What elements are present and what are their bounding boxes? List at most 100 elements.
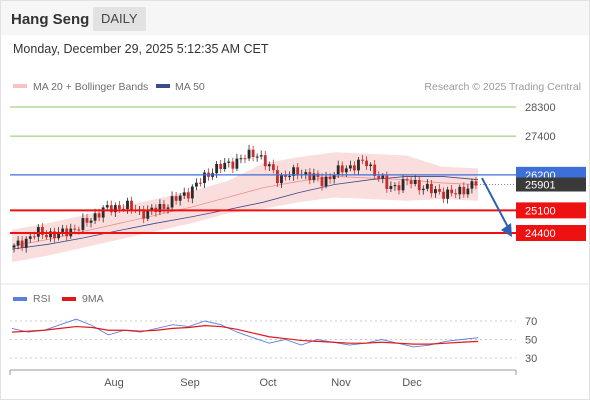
- candle: [186, 187, 190, 203]
- candle: [438, 184, 441, 195]
- candle-body: [194, 182, 198, 187]
- candle: [49, 228, 52, 242]
- last-price-tag: [516, 177, 586, 192]
- candle-body: [425, 183, 429, 189]
- candle: [255, 153, 259, 162]
- period-badge[interactable]: DAILY: [93, 7, 146, 31]
- rsi-line: [11, 318, 479, 348]
- candle: [227, 158, 231, 168]
- candle-body: [284, 175, 287, 177]
- candle-body: [296, 167, 300, 176]
- candle-body: [93, 213, 97, 221]
- candle-body: [397, 185, 401, 191]
- candle: [247, 144, 251, 162]
- rsi-tick-70: 70: [525, 316, 537, 328]
- candle-body: [81, 218, 85, 230]
- candle: [158, 199, 162, 215]
- rsi-ma-legend-swatch: [62, 297, 76, 301]
- candle: [109, 200, 113, 216]
- candle: [373, 160, 377, 180]
- candle-body: [255, 156, 259, 158]
- candle-body: [12, 245, 16, 248]
- x-label-nov: Nov: [331, 377, 351, 389]
- candle-body: [57, 231, 61, 239]
- candle: [24, 236, 28, 253]
- candle: [275, 165, 279, 187]
- candle-body: [239, 158, 243, 160]
- candle: [470, 178, 474, 194]
- candle: [271, 159, 275, 174]
- candle: [292, 164, 296, 181]
- forecast-arrow-head: [501, 223, 512, 237]
- timestamp: Monday, December 29, 2025 5:12:35 AM CET: [13, 42, 269, 56]
- candle: [296, 163, 300, 180]
- candle-body: [61, 228, 65, 232]
- candle: [377, 171, 381, 182]
- candle-body: [85, 218, 89, 223]
- candle-body: [429, 183, 433, 194]
- candle-body: [267, 164, 271, 167]
- candle: [308, 168, 312, 185]
- level-label-25100: 25100: [525, 205, 556, 217]
- candle: [352, 161, 356, 175]
- candle-body: [389, 186, 393, 189]
- candle: [146, 205, 150, 222]
- candle: [348, 160, 352, 172]
- candle-body: [150, 207, 154, 211]
- candle-body: [470, 181, 474, 189]
- candle-body: [259, 155, 263, 157]
- candle-body: [142, 209, 146, 219]
- candle: [239, 154, 243, 164]
- candle-body: [405, 179, 409, 181]
- candle: [288, 171, 291, 181]
- candle-body: [393, 185, 397, 187]
- candle-body: [336, 165, 340, 176]
- candle-body: [231, 161, 235, 169]
- rsi-legend-swatch: [13, 297, 27, 301]
- candle: [219, 159, 223, 174]
- candle: [417, 176, 421, 195]
- ma50-legend-label: MA 50: [175, 81, 205, 93]
- candle-body: [332, 175, 336, 180]
- candle-body: [190, 186, 194, 199]
- candle-body: [442, 191, 445, 199]
- candle: [421, 185, 425, 195]
- candle-body: [373, 164, 377, 176]
- candle: [442, 187, 445, 203]
- candle: [357, 157, 360, 176]
- candle-body: [113, 205, 117, 213]
- candle-body: [446, 189, 450, 199]
- candle-body: [312, 173, 316, 181]
- candle: [53, 227, 56, 243]
- candle-body: [243, 158, 247, 160]
- bollinger-legend-swatch: [13, 84, 27, 88]
- candle: [203, 169, 206, 188]
- candle-body: [450, 189, 454, 194]
- candle: [474, 176, 478, 190]
- candle-body: [340, 165, 344, 173]
- candle-body: [328, 176, 332, 180]
- candle: [61, 224, 65, 237]
- candle: [81, 213, 85, 233]
- candle: [223, 157, 227, 172]
- candle: [361, 155, 364, 164]
- candle-body: [215, 163, 219, 174]
- rsi-tick-30: 30: [525, 353, 537, 365]
- candle: [263, 151, 267, 171]
- candle: [425, 179, 429, 192]
- candle-body: [401, 179, 405, 191]
- candle: [434, 185, 437, 198]
- candle-body: [377, 175, 381, 179]
- ma50-line: [11, 176, 479, 250]
- candle-body: [97, 213, 101, 218]
- candle: [215, 161, 219, 179]
- candle-body: [417, 180, 421, 191]
- candle-body: [348, 165, 352, 169]
- candle: [12, 243, 16, 253]
- credit-text: Research © 2025 Trading Central: [424, 81, 581, 93]
- candle: [101, 205, 105, 223]
- candle-body: [109, 205, 113, 213]
- candle-body: [36, 227, 40, 237]
- candle-body: [357, 159, 360, 171]
- candle-body: [101, 207, 105, 218]
